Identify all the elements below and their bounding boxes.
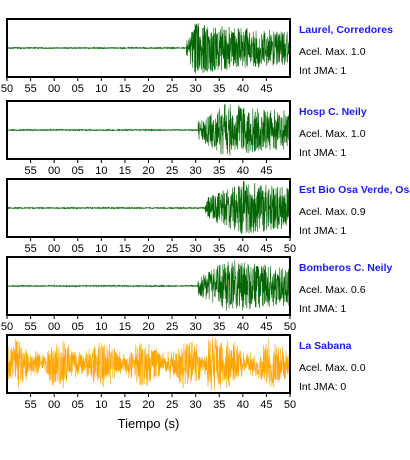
x-tick-label: 20 xyxy=(142,83,154,95)
x-tick-label: 30 xyxy=(190,399,202,411)
x-tick-label: 25 xyxy=(166,399,178,411)
x-tick-label: 10 xyxy=(95,83,107,95)
x-tick-label: 25 xyxy=(166,83,178,95)
x-tick-label: 10 xyxy=(95,321,107,333)
x-tick-label: 10 xyxy=(95,165,107,177)
x-axis-title: Tiempo (s) xyxy=(118,416,180,431)
station-panel: 50 55 00 05 10 15 20 25 30 35 40 45 Laurel, Corredor… xyxy=(1,18,393,95)
waveform-trace xyxy=(6,103,291,156)
x-tick-label: 05 xyxy=(72,165,84,177)
x-tick-label: 40 xyxy=(237,321,249,333)
acel-max-label: Acel. Max. 0.0 xyxy=(299,362,366,374)
x-tick-label: 05 xyxy=(72,399,84,411)
x-tick-label: 10 xyxy=(95,243,107,255)
station-name: Hosp C. Neily xyxy=(299,106,367,118)
acel-max-label: Acel. Max. 0.9 xyxy=(299,206,366,218)
x-tick-label: 00 xyxy=(48,243,60,255)
jma-intensity-label: Int JMA: 1 xyxy=(299,147,346,159)
x-tick-label: 50 xyxy=(284,321,296,333)
x-tick-label: 35 xyxy=(213,399,225,411)
station-panel: 55 00 05 10 15 20 25 30 35 40 45 Hosp C. Neily Acel.… xyxy=(6,100,367,177)
x-tick-label: 00 xyxy=(48,399,60,411)
waveform-trace xyxy=(6,337,291,391)
x-tick-label: 00 xyxy=(48,83,60,95)
acel-max-label: Acel. Max. 1.0 xyxy=(299,46,366,58)
x-tick-label: 50 xyxy=(284,243,296,255)
x-tick-label: 45 xyxy=(260,165,272,177)
acel-max-label: Acel. Max. 0.6 xyxy=(299,284,366,296)
station-name: Est Bio Osa Verde, Osa xyxy=(299,184,410,196)
x-tick-label: 55 xyxy=(24,321,36,333)
x-tick-label: 40 xyxy=(237,165,249,177)
x-tick-label: 25 xyxy=(166,321,178,333)
x-tick-label: 00 xyxy=(48,321,60,333)
waveform-trace xyxy=(6,181,291,234)
x-tick-label: 20 xyxy=(142,321,154,333)
x-tick-label: 50 xyxy=(1,83,13,95)
x-tick-label: 20 xyxy=(142,243,154,255)
x-tick-label: 45 xyxy=(260,243,272,255)
station-panel: 55 00 05 10 15 20 25 30 35 40 45 50 La Sabana Acel. M… xyxy=(6,334,366,411)
x-tick-label: 25 xyxy=(166,243,178,255)
x-tick-label: 15 xyxy=(119,243,131,255)
jma-intensity-label: Int JMA: 0 xyxy=(299,381,346,393)
station-panel: 50 55 00 05 10 15 20 25 30 35 40 45 50 Bomberos C. Ne… xyxy=(1,256,393,333)
jma-intensity-label: Int JMA: 1 xyxy=(299,303,346,315)
x-tick-label: 40 xyxy=(237,83,249,95)
station-name: Laurel, Corredores xyxy=(299,24,393,36)
x-tick-label: 55 xyxy=(24,399,36,411)
x-tick-label: 20 xyxy=(142,399,154,411)
station-name: La Sabana xyxy=(299,340,352,352)
x-tick-label: 35 xyxy=(213,243,225,255)
x-tick-label: 05 xyxy=(72,243,84,255)
x-tick-label: 55 xyxy=(24,83,36,95)
x-tick-label: 15 xyxy=(119,83,131,95)
x-tick-label: 35 xyxy=(213,321,225,333)
x-tick-label: 10 xyxy=(95,399,107,411)
x-tick-label: 30 xyxy=(190,83,202,95)
x-tick-label: 40 xyxy=(237,399,249,411)
jma-intensity-label: Int JMA: 1 xyxy=(299,225,346,237)
x-tick-label: 40 xyxy=(237,243,249,255)
x-tick-label: 35 xyxy=(213,165,225,177)
x-tick-label: 25 xyxy=(166,165,178,177)
x-tick-label: 45 xyxy=(260,83,272,95)
x-tick-label: 30 xyxy=(190,321,202,333)
waveform-trace xyxy=(6,23,291,74)
x-tick-label: 55 xyxy=(24,165,36,177)
x-tick-label: 35 xyxy=(213,83,225,95)
x-tick-label: 55 xyxy=(24,243,36,255)
x-tick-label: 05 xyxy=(72,321,84,333)
x-tick-label: 15 xyxy=(119,399,131,411)
x-tick-label: 50 xyxy=(1,321,13,333)
x-tick-label: 20 xyxy=(142,165,154,177)
station-name: Bomberos C. Neily xyxy=(299,262,393,274)
x-tick-label: 15 xyxy=(119,321,131,333)
x-tick-label: 30 xyxy=(190,165,202,177)
x-tick-label: 00 xyxy=(48,165,60,177)
waveform-trace xyxy=(6,260,291,311)
acel-max-label: Acel. Max. 1.0 xyxy=(299,128,366,140)
x-tick-label: 15 xyxy=(119,165,131,177)
x-tick-label: 30 xyxy=(190,243,202,255)
x-tick-label: 45 xyxy=(260,321,272,333)
jma-intensity-label: Int JMA: 1 xyxy=(299,65,346,77)
station-panel: 55 00 05 10 15 20 25 30 35 40 45 50 Est Bio Osa Verd… xyxy=(6,178,410,255)
x-tick-label: 50 xyxy=(284,399,296,411)
x-tick-label: 45 xyxy=(260,399,272,411)
x-tick-label: 05 xyxy=(72,83,84,95)
